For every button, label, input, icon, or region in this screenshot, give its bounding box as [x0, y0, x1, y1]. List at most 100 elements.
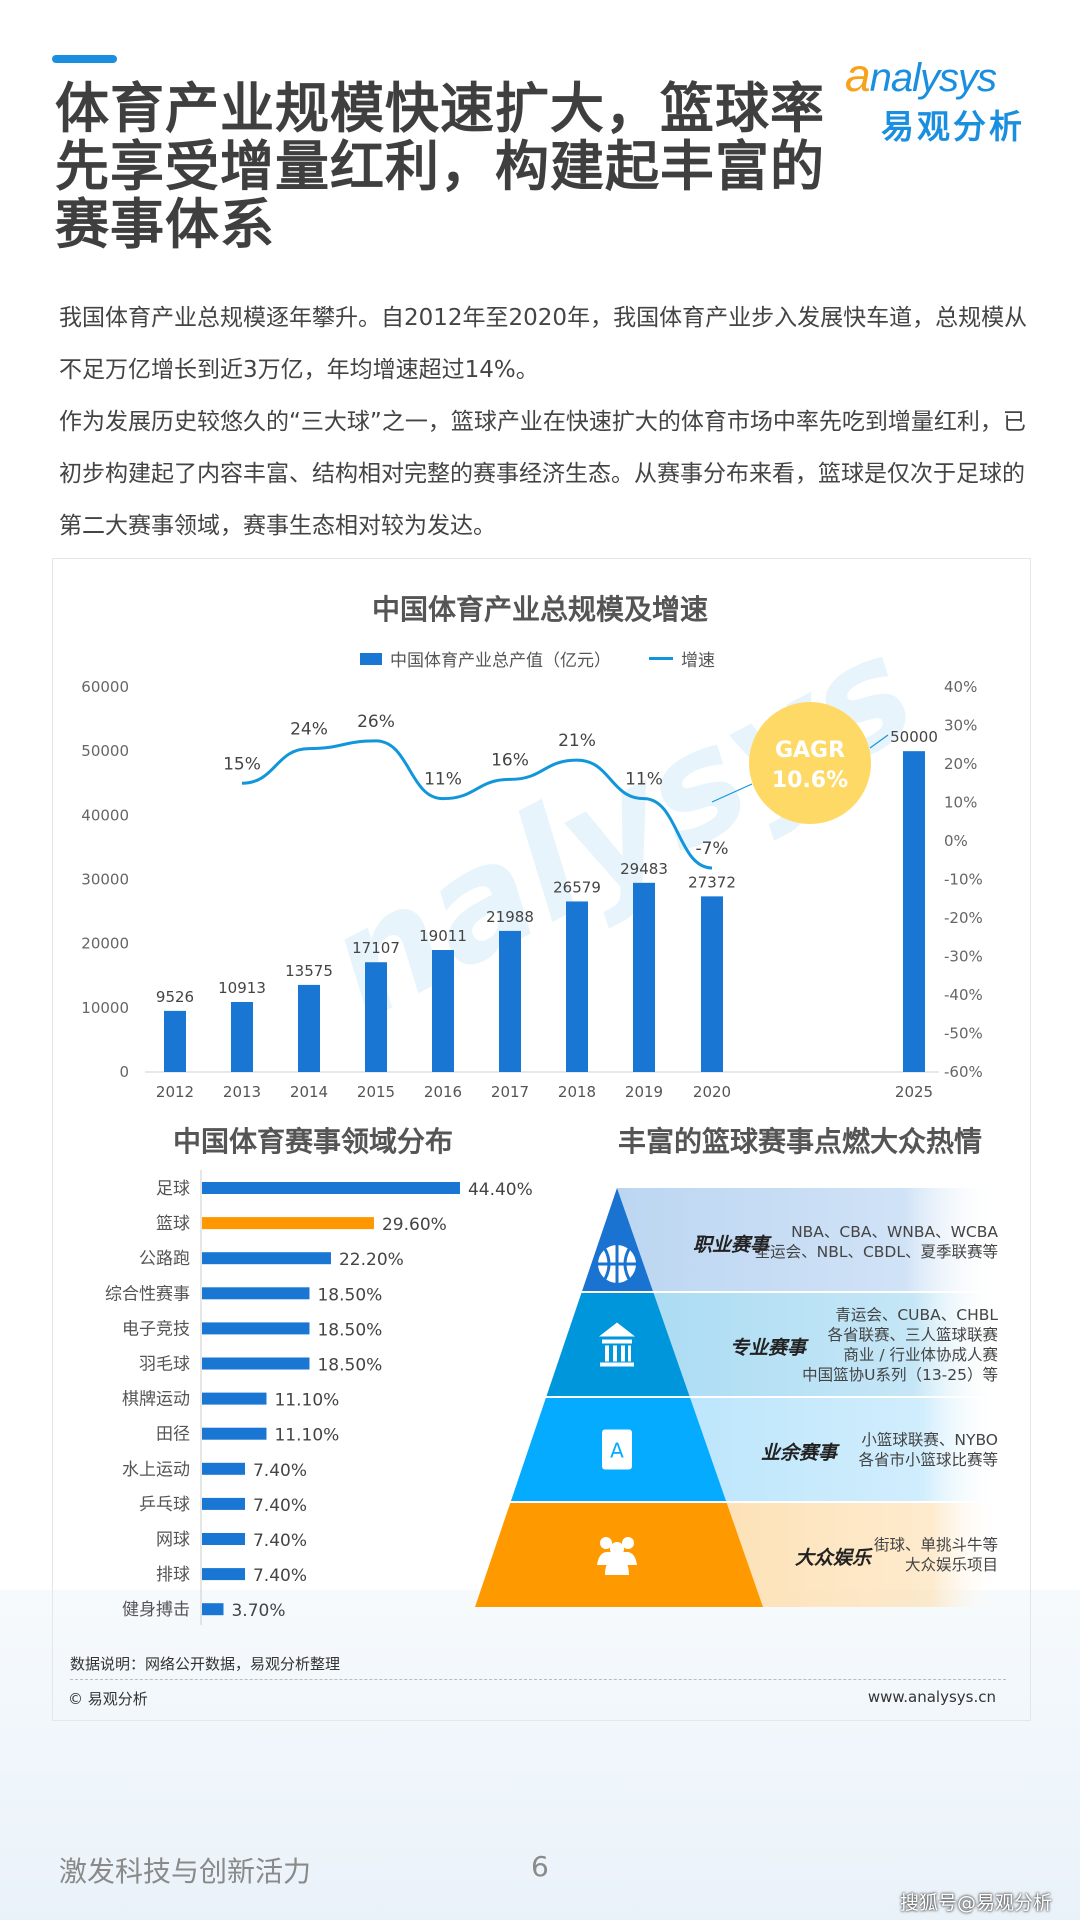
- tier-label: 业余赛事: [761, 1441, 838, 1464]
- gagr-arrow: [869, 734, 889, 749]
- divider: [70, 1679, 1006, 1680]
- value-label: 18.50%: [317, 1320, 382, 1340]
- gagr-bubble: [749, 702, 871, 824]
- shape: [598, 1245, 636, 1283]
- category-label: 篮球: [156, 1214, 190, 1234]
- x-tick: 2013: [223, 1083, 261, 1101]
- bar: [202, 1357, 310, 1370]
- bar-label: 19011: [419, 927, 467, 945]
- line-label: 11%: [424, 770, 462, 790]
- category-label: 排球: [156, 1565, 190, 1585]
- tier-description: NBA、CBA、WNBA、WCBA 全运会、NBL、CBDL、夏季联赛等: [755, 1222, 998, 1262]
- x-tick: 2017: [491, 1083, 529, 1101]
- tier-description-line: 街球、单挑斗牛等: [873, 1536, 998, 1554]
- y-left-tick: 20000: [81, 935, 129, 953]
- logo-cn: 易观分析: [881, 107, 1025, 146]
- category-label: 棋牌运动: [122, 1390, 190, 1410]
- category-label: 足球: [156, 1179, 190, 1199]
- x-tick: 2025: [895, 1083, 933, 1101]
- bar: [202, 1568, 245, 1581]
- title-line: 先享受增量红利，构建起丰富的: [55, 135, 825, 198]
- category-label: 健身搏击: [122, 1600, 190, 1620]
- bar: [202, 1427, 267, 1440]
- value-label: 22.20%: [339, 1250, 404, 1270]
- bar-label: 17107: [352, 939, 400, 957]
- x-tick: 2016: [424, 1083, 462, 1101]
- bar: [432, 950, 454, 1072]
- pyramid-tier: [546, 1293, 690, 1396]
- bar: [903, 751, 925, 1072]
- shape: [600, 1537, 612, 1549]
- value-label: 44.40%: [468, 1180, 533, 1200]
- bar: [231, 1001, 253, 1072]
- value-label: 18.50%: [317, 1285, 382, 1305]
- bar: [202, 1252, 331, 1265]
- y-right-tick: 30%: [944, 717, 977, 735]
- legend-swatch-bar: [360, 652, 382, 665]
- category-label: 田径: [156, 1425, 190, 1445]
- value-label: 18.50%: [317, 1356, 382, 1376]
- category-label: 电子竞技: [122, 1319, 190, 1339]
- category-label: 综合性赛事: [105, 1283, 190, 1304]
- bar: [202, 1217, 374, 1230]
- value-label: 11.10%: [274, 1426, 339, 1446]
- x-tick: 2019: [625, 1083, 663, 1101]
- y-right-tick: 0%: [944, 832, 968, 850]
- institution-icon: [599, 1322, 635, 1367]
- value-label: 3.70%: [231, 1601, 285, 1621]
- y-left-tick: 40000: [81, 806, 129, 824]
- page-title: 体育产业规模快速扩大，篮球率 先享受增量红利，构建起丰富的 赛事体系: [55, 80, 855, 254]
- value-label: 7.40%: [253, 1566, 307, 1586]
- bar-label: 50000: [890, 728, 938, 746]
- bar-label: 29483: [620, 860, 668, 878]
- shape: [602, 1429, 632, 1470]
- tier-description-line: 商业 / 行业体协成人赛: [843, 1345, 998, 1364]
- tier-label: 大众娱乐: [795, 1547, 872, 1569]
- bar: [202, 1182, 460, 1194]
- bar: [202, 1497, 245, 1510]
- x-tick: 2012: [156, 1083, 194, 1101]
- bar: [164, 1010, 186, 1072]
- value-label: 7.40%: [253, 1496, 307, 1516]
- bar: [202, 1603, 224, 1616]
- tier-description-line: NBA、CBA、WNBA、WCBA: [791, 1223, 998, 1241]
- category-label: 网球: [156, 1530, 190, 1550]
- website-link[interactable]: www.analysys.cn: [867, 1688, 996, 1706]
- y-right-tick: -20%: [944, 909, 983, 927]
- chart-legend: 中国体育产业总产值（亿元） 增速: [360, 646, 715, 671]
- shape: [622, 1537, 634, 1549]
- platform-watermark: 搜狐号@易观分析: [899, 1892, 1052, 1914]
- line-label: 11%: [625, 770, 663, 790]
- tier-band: [726, 1503, 1000, 1607]
- legend-swatch-line: [649, 657, 673, 660]
- y-right-tick: 20%: [944, 755, 977, 773]
- y-left-tick: 60000: [81, 678, 129, 696]
- people-icon: [597, 1537, 637, 1575]
- tier-description-line: 小篮球联赛、NYBO: [861, 1430, 998, 1449]
- gagr-arrow: [711, 783, 753, 803]
- y-right-tick: -40%: [944, 986, 983, 1004]
- tier-label: 专业赛事: [730, 1336, 807, 1359]
- y-left-tick: 50000: [81, 742, 129, 760]
- tier-description-line: 青运会、CUBA、CHBL: [835, 1305, 998, 1324]
- bar-label: 26579: [553, 878, 601, 896]
- tier-description-line: 各省联赛、三人篮球联赛: [827, 1325, 998, 1344]
- paragraph: 我国体育产业总规模逐年攀升。自2012年至2020年，我国体育产业步入发展快车道…: [59, 305, 1028, 383]
- bar: [701, 896, 723, 1072]
- x-tick: 2015: [357, 1083, 395, 1101]
- shape: A: [610, 1439, 624, 1463]
- y-left-tick: 30000: [81, 871, 129, 889]
- background-cityscape: [0, 1590, 1080, 1920]
- basketball-icon: [598, 1245, 636, 1283]
- tier-description-line: 各省市小篮球比赛等: [858, 1450, 998, 1469]
- pyramid-title: 丰富的篮球赛事点燃大众热情: [617, 1125, 983, 1158]
- tier-band: [690, 1398, 1000, 1501]
- line-label: -7%: [695, 839, 728, 859]
- footer-slogan: 激发科技与创新活力: [59, 1855, 312, 1888]
- bar: [202, 1462, 245, 1475]
- bar: [202, 1287, 310, 1300]
- bar: [499, 930, 521, 1072]
- category-label: 乒乓球: [139, 1495, 190, 1515]
- value-label: 7.40%: [253, 1531, 307, 1551]
